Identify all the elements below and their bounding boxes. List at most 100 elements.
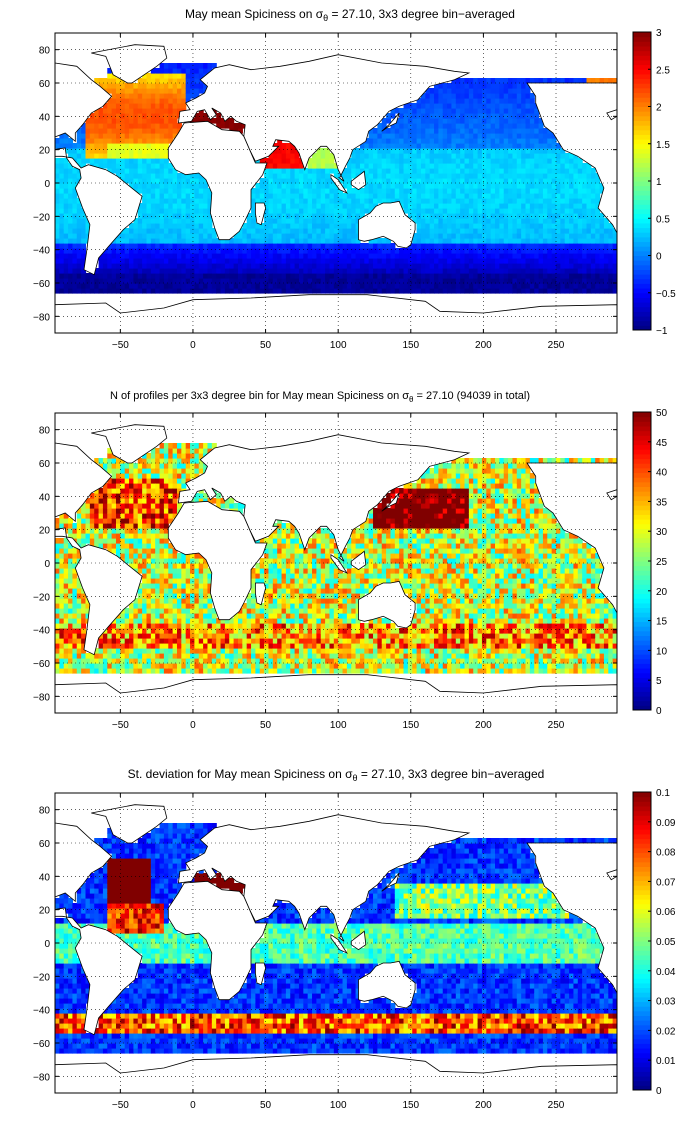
heatmap-cell <box>386 143 391 149</box>
heatmap-cell <box>390 148 395 154</box>
heatmap-cell <box>129 623 134 629</box>
heatmap-cell <box>408 123 413 129</box>
heatmap-cell <box>86 128 91 134</box>
heatmap-cell <box>530 108 535 114</box>
heatmap-cell <box>251 248 256 254</box>
heatmap-cell <box>578 233 583 239</box>
heatmap-cell <box>556 158 561 164</box>
heatmap-cell <box>129 628 134 634</box>
heatmap-cell <box>164 633 169 639</box>
heatmap-cell <box>146 88 151 94</box>
heatmap-cell <box>425 183 430 189</box>
heatmap-cell <box>482 133 487 139</box>
heatmap-cell <box>107 663 112 669</box>
heatmap-cell <box>526 158 531 164</box>
heatmap-cell <box>325 283 330 289</box>
heatmap-cell <box>465 273 470 279</box>
heatmap-cell <box>334 228 339 234</box>
heatmap-cell <box>451 263 456 269</box>
heatmap-cell <box>552 188 557 194</box>
heatmap-cell <box>120 128 125 134</box>
heatmap-cell <box>434 148 439 154</box>
heatmap-cell <box>465 153 470 159</box>
heatmap-cell <box>120 93 125 99</box>
heatmap-cell <box>77 623 82 629</box>
heatmap-cell <box>425 118 430 124</box>
heatmap-cell <box>282 228 287 234</box>
heatmap-cell <box>146 583 151 589</box>
heatmap-cell <box>99 538 104 544</box>
heatmap-cell <box>517 103 522 109</box>
heatmap-cell <box>146 608 151 614</box>
heatmap-cell <box>77 228 82 234</box>
heatmap-cell <box>99 128 104 134</box>
heatmap-cell <box>517 223 522 229</box>
heatmap-cell <box>486 158 491 164</box>
heatmap-cell <box>312 283 317 289</box>
heatmap-cell <box>465 133 470 139</box>
colorbar-swatch <box>633 209 651 214</box>
heatmap-cell <box>116 668 121 674</box>
heatmap-cell <box>273 183 278 189</box>
heatmap-cell <box>608 238 613 244</box>
heatmap-cell <box>434 138 439 144</box>
heatmap-cell <box>486 123 491 129</box>
heatmap-cell <box>465 193 470 199</box>
heatmap-cell <box>286 223 291 229</box>
heatmap-cell <box>99 488 104 494</box>
heatmap-cell <box>94 133 99 139</box>
heatmap-cell <box>486 243 491 249</box>
heatmap-cell <box>460 283 465 289</box>
heatmap-cell <box>578 218 583 224</box>
heatmap-cell <box>151 613 156 619</box>
heatmap-cell <box>72 153 77 159</box>
heatmap-cell <box>399 168 404 174</box>
heatmap-cell <box>460 248 465 254</box>
heatmap-cell <box>460 88 465 94</box>
heatmap-cell <box>129 643 134 649</box>
heatmap-cell <box>168 83 173 89</box>
heatmap-cell <box>286 268 291 274</box>
heatmap-cell <box>556 228 561 234</box>
heatmap-cell <box>207 228 212 234</box>
heatmap-cell <box>151 73 156 79</box>
heatmap-cell <box>417 258 422 264</box>
heatmap-cell <box>125 253 130 259</box>
heatmap-cell <box>556 208 561 214</box>
heatmap-cell <box>264 278 269 284</box>
heatmap-cell <box>417 233 422 239</box>
heatmap-cell <box>282 183 287 189</box>
heatmap-cell <box>351 248 356 254</box>
heatmap-cell <box>412 163 417 169</box>
heatmap-cell <box>329 288 334 294</box>
heatmap-cell <box>334 248 339 254</box>
heatmap-cell <box>173 258 178 264</box>
heatmap-cell <box>59 193 64 199</box>
heatmap-cell <box>146 603 151 609</box>
heatmap-cell <box>155 553 160 559</box>
heatmap-cell <box>508 268 513 274</box>
heatmap-cell <box>138 258 143 264</box>
heatmap-cell <box>268 283 273 289</box>
heatmap-cell <box>465 128 470 134</box>
heatmap-cell <box>587 263 592 269</box>
heatmap-cell <box>247 258 252 264</box>
heatmap-cell <box>138 528 143 534</box>
heatmap-cell <box>478 183 483 189</box>
heatmap-cell <box>207 288 212 294</box>
heatmap-cell <box>151 593 156 599</box>
heatmap-cell <box>190 73 195 79</box>
heatmap-cell <box>177 283 182 289</box>
heatmap-cell <box>72 578 77 584</box>
heatmap-cell <box>587 188 592 194</box>
heatmap-cell <box>81 603 86 609</box>
heatmap-cell <box>155 183 160 189</box>
heatmap-cell <box>421 143 426 149</box>
heatmap-cell <box>160 538 165 544</box>
heatmap-cell <box>282 143 287 149</box>
heatmap-cell <box>151 573 156 579</box>
heatmap-cell <box>173 193 178 199</box>
heatmap-cell <box>482 88 487 94</box>
heatmap-cell <box>264 193 269 199</box>
heatmap-cell <box>133 228 138 234</box>
